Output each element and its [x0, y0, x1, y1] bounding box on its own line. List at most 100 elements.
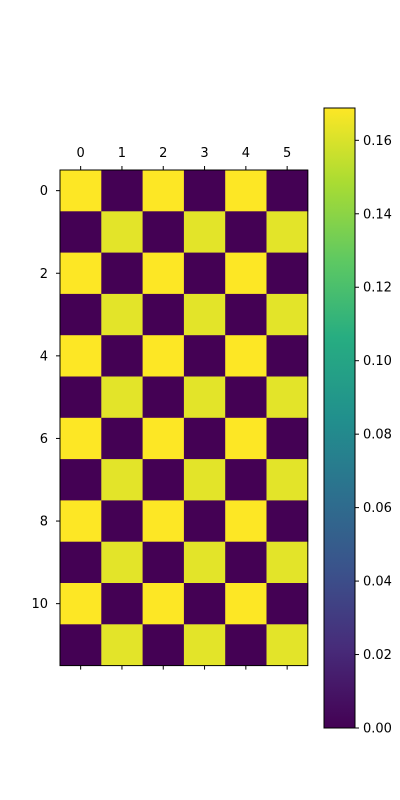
heatmap-cell	[266, 417, 309, 460]
heatmap-cell	[183, 211, 226, 253]
heatmap-cell	[101, 624, 143, 666]
heatmap-cell	[266, 541, 309, 584]
heatmap-cell	[225, 293, 267, 336]
heatmap-cell	[142, 459, 185, 501]
x-tick-label: 5	[283, 146, 291, 161]
heatmap-cell	[225, 583, 267, 625]
x-tick-label: 3	[200, 146, 208, 161]
heatmap-cell	[183, 335, 226, 377]
heatmap-cell	[266, 252, 309, 295]
heatmap-cell	[183, 459, 226, 501]
heatmap-cell	[225, 211, 267, 253]
colorbar-tick-label: 0.00	[363, 722, 392, 737]
heatmap-cell	[101, 211, 143, 253]
y-tick-label: 4	[40, 349, 48, 364]
heatmap-cell	[60, 335, 102, 377]
heatmap-cell	[225, 624, 267, 666]
heatmap-cell	[183, 293, 226, 336]
heatmap-cell	[266, 459, 309, 501]
heatmap-cell	[142, 252, 185, 295]
x-tick-label: 1	[118, 146, 126, 161]
heatmap-cell	[60, 624, 102, 666]
colorbar-tick-label: 0.04	[363, 575, 392, 590]
colorbar-ticks: 0.00 0.02 0.04 0.06 0.08 0.10 0.12 0.14 0.16	[355, 134, 392, 737]
heatmap-cell	[142, 417, 185, 460]
heatmap-cell	[266, 583, 309, 625]
heatmap-cell	[101, 335, 143, 377]
heatmap-cell	[60, 170, 102, 212]
plot-frame	[59, 169, 309, 667]
heatmap-cell	[60, 583, 102, 625]
x-tick-label: 0	[77, 146, 85, 161]
heatmap-cell	[183, 624, 226, 666]
heatmap-cell	[142, 500, 185, 543]
heatmap-cell	[266, 293, 309, 336]
heatmap-cell	[60, 376, 102, 419]
heatmap-cell	[60, 293, 102, 336]
heatmap-cell	[225, 376, 267, 419]
heatmap-cell	[266, 624, 309, 666]
heatmap-cells	[60, 170, 309, 666]
heatmap-cell	[183, 376, 226, 419]
y-tick-label: 0	[40, 184, 48, 199]
x-tick-label: 2	[159, 146, 167, 161]
heatmap-cell	[101, 541, 143, 584]
heatmap-cell	[101, 500, 143, 543]
heatmap-cell	[183, 541, 226, 584]
y-tick-label: 8	[40, 515, 48, 530]
heatmap-cell	[101, 417, 143, 460]
x-axis-ticks: 0 1 2 3 4 5	[77, 146, 291, 670]
heatmap-cell	[142, 293, 185, 336]
heatmap-cell	[142, 211, 185, 253]
heatmap-cell	[142, 541, 185, 584]
colorbar-tick-label: 0.06	[363, 501, 392, 516]
heatmap-cell	[60, 459, 102, 501]
heatmap-cell	[225, 252, 267, 295]
heatmap-cell	[183, 252, 226, 295]
colorbar-tick-label: 0.02	[363, 648, 392, 663]
heatmap-cell	[266, 500, 309, 543]
colorbar-tick-label: 0.14	[363, 207, 392, 222]
heatmap-cell	[60, 211, 102, 253]
heatmap-cell	[266, 211, 309, 253]
heatmap-cell	[60, 541, 102, 584]
heatmap-cell	[101, 459, 143, 501]
heatmap-cell	[183, 583, 226, 625]
heatmap-cell	[225, 541, 267, 584]
y-tick-label: 6	[40, 432, 48, 447]
colorbar-tick-label: 0.16	[363, 134, 392, 149]
heatmap-cell	[101, 170, 143, 212]
heatmap-cell	[225, 417, 267, 460]
y-tick-label: 10	[31, 597, 48, 612]
heatmap-cell	[142, 170, 185, 212]
heatmap-cell	[266, 376, 309, 419]
heatmap-cell	[142, 624, 185, 666]
heatmap-cell	[266, 170, 309, 212]
heatmap-cell	[225, 335, 267, 377]
x-tick-label: 4	[242, 146, 250, 161]
heatmap-cell	[101, 293, 143, 336]
heatmap-cell	[183, 417, 226, 460]
heatmap-cell	[60, 252, 102, 295]
heatmap-cell	[225, 459, 267, 501]
heatmap-cell	[101, 376, 143, 419]
heatmap-cell	[183, 500, 226, 543]
colorbar	[323, 107, 356, 729]
heatmap-cell	[266, 335, 309, 377]
colorbar-tick-label: 0.08	[363, 428, 392, 443]
y-axis-ticks: 0 2 4 6 8 10	[31, 184, 60, 612]
heatmap-cell	[225, 170, 267, 212]
heatmap-cell	[60, 500, 102, 543]
heatmap-cell	[142, 583, 185, 625]
heatmap-cell	[60, 417, 102, 460]
y-tick-label: 2	[40, 267, 48, 282]
colorbar-tick-label: 0.12	[363, 281, 392, 296]
colorbar-tick-label: 0.10	[363, 354, 392, 369]
heatmap-cell	[225, 500, 267, 543]
heatmap-cell	[142, 376, 185, 419]
heatmap-cell	[101, 252, 143, 295]
heatmap-cell	[183, 170, 226, 212]
heatmap-cell	[142, 335, 185, 377]
heatmap-cell	[101, 583, 143, 625]
